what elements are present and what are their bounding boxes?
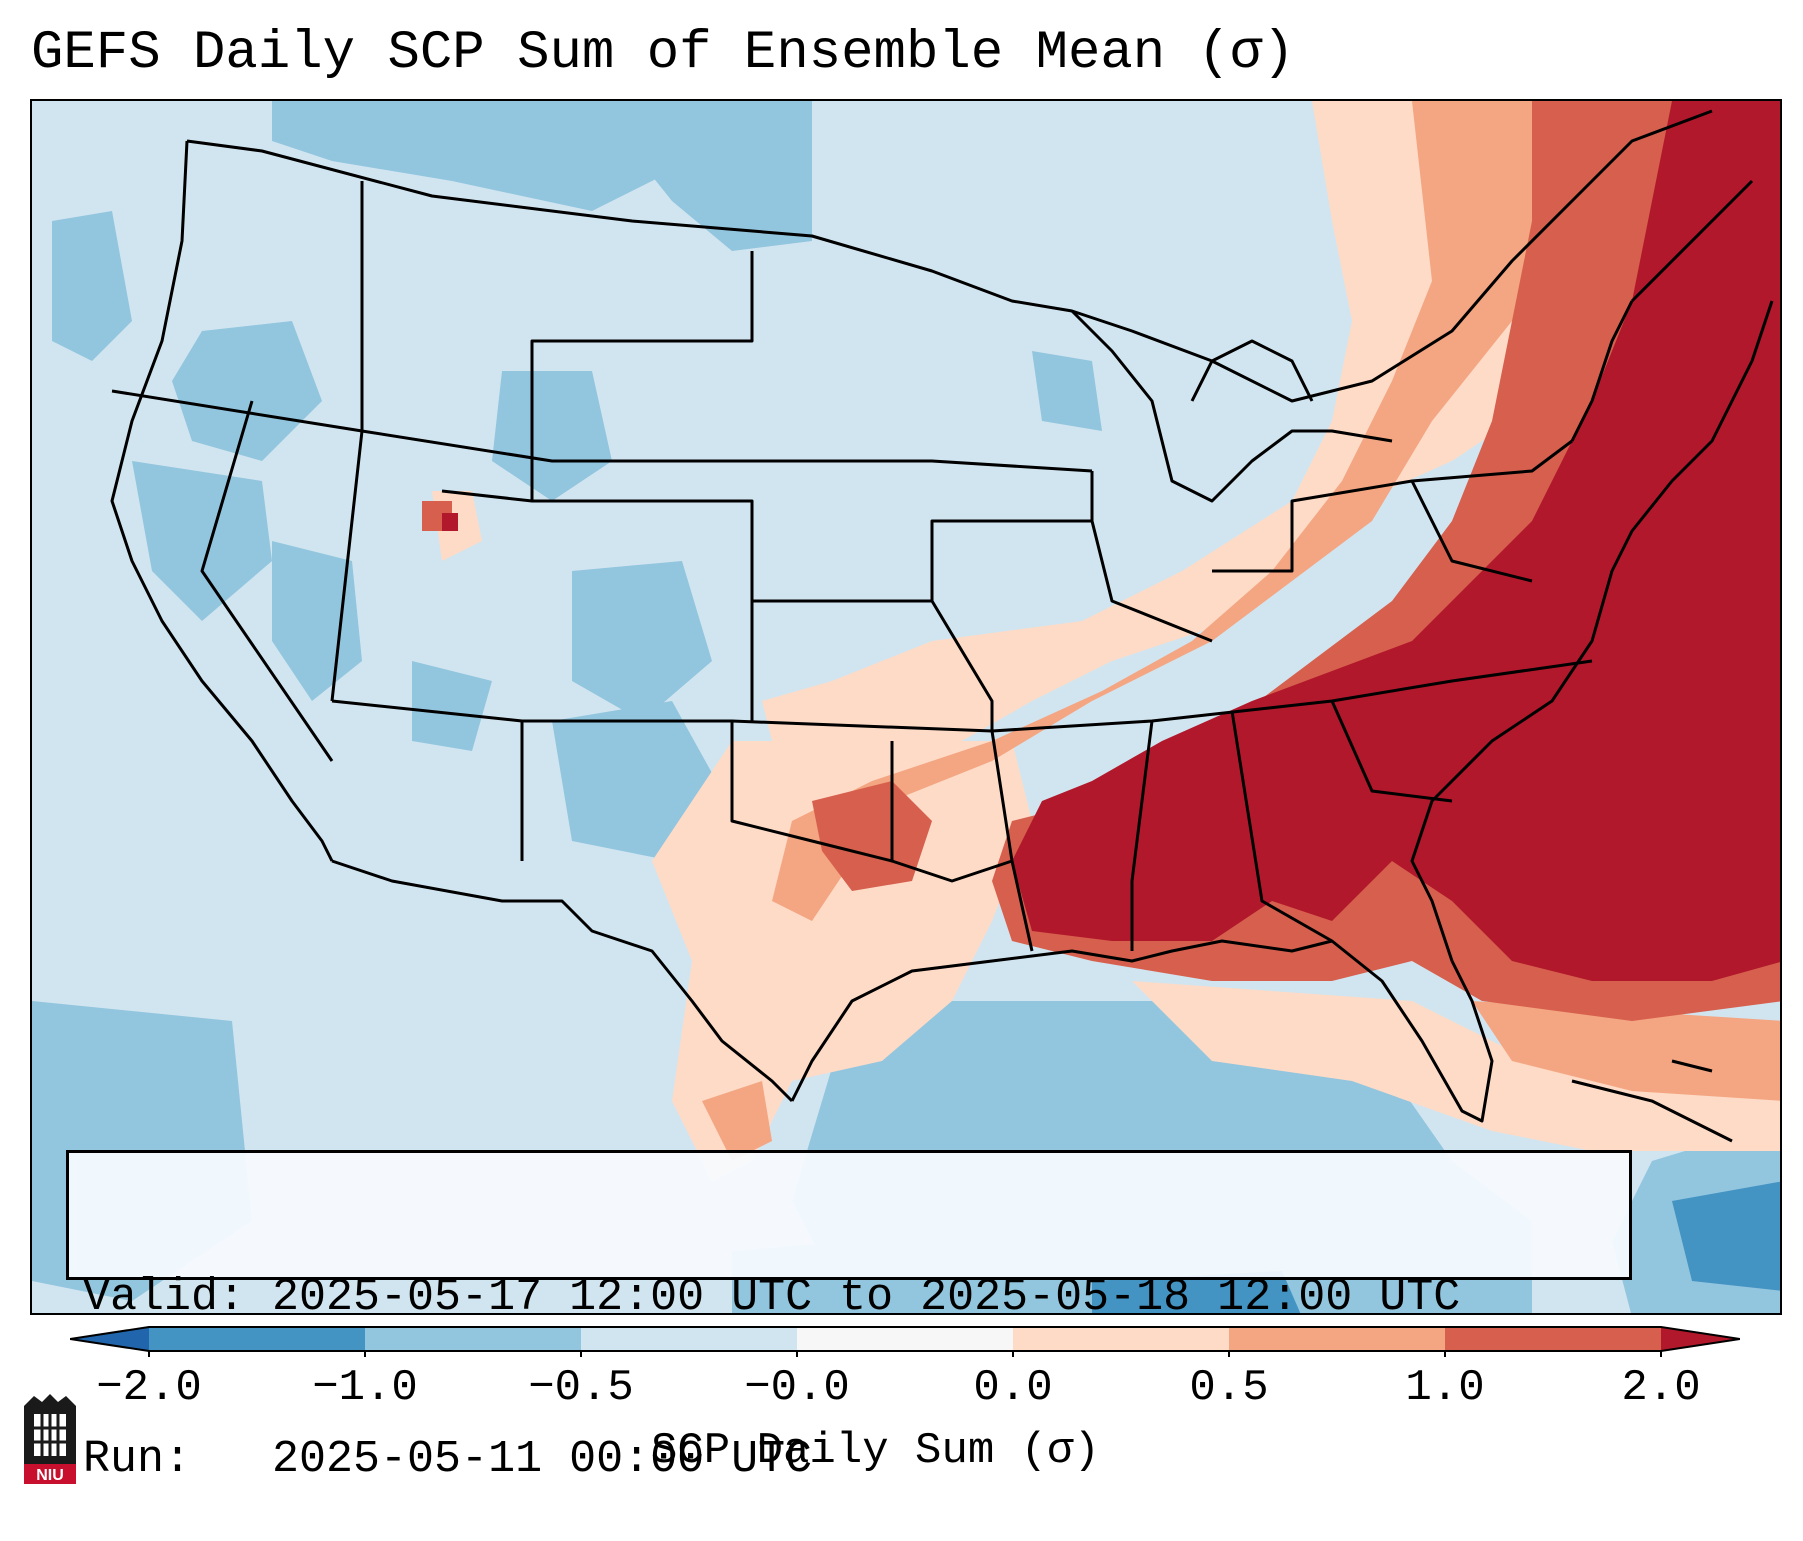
colorbar-segment-zero	[797, 1327, 1013, 1351]
svg-text:NIU: NIU	[36, 1467, 64, 1484]
page-title: GEFS Daily SCP Sum of Ensemble Mean (σ)	[31, 23, 1295, 84]
colorbar-tick-label: 2.0	[1621, 1363, 1701, 1413]
colorbar-ticks	[148, 1351, 1662, 1357]
valid-run-info-box: Valid: 2025-05-17 12:00 UTC to 2025-05-1…	[66, 1150, 1632, 1485]
colorbar-segment-p0-05	[1013, 1327, 1229, 1351]
colorbar-segment-p05-1	[1229, 1327, 1445, 1351]
boundaries	[110, 109, 1774, 1143]
colorbar-segment-m1-m05	[365, 1327, 581, 1351]
colorbar-tick-label: −0.5	[528, 1363, 634, 1413]
colorbar-label: SCP Daily Sum (σ)	[651, 1426, 1100, 1476]
colorbar	[70, 1326, 1740, 1357]
colorbar-over-arrow	[1661, 1327, 1740, 1351]
colorbar-segment-p1-2	[1445, 1327, 1661, 1351]
colorbar-tick-label: 0.0	[973, 1363, 1053, 1413]
strong-negative-regions	[1092, 1181, 1780, 1313]
colorbar-tick-label: −0.0	[744, 1363, 850, 1413]
colorbar-segment-m05-0	[581, 1327, 797, 1351]
run-time-text: Run: 2025-05-11 00:00 UTC	[83, 1434, 813, 1485]
colorbar-tick-label: 1.0	[1405, 1363, 1485, 1413]
colorbar-under-arrow	[70, 1327, 149, 1351]
valid-time-text: Valid: 2025-05-17 12:00 UTC to 2025-05-1…	[83, 1272, 1461, 1323]
extreme-positive-regions	[442, 101, 1780, 981]
niu-logo: NIU	[24, 1394, 76, 1484]
colorbar-segment-lt-m1	[149, 1327, 365, 1351]
map-panel	[30, 99, 1782, 1315]
anomaly-map	[32, 101, 1780, 1313]
colorbar-tick-label: −2.0	[96, 1363, 202, 1413]
colorbar-tick-label: −1.0	[312, 1363, 418, 1413]
colorbar-tick-label: 0.5	[1189, 1363, 1269, 1413]
